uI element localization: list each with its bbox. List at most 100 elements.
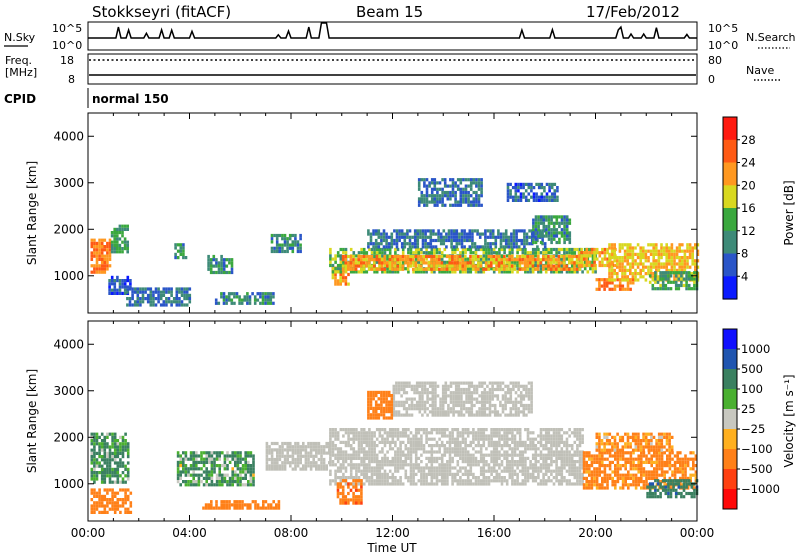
power-cell <box>668 262 671 266</box>
velocity-cell <box>375 428 379 432</box>
velocity-cell <box>447 407 450 411</box>
velocity-cell <box>449 397 453 401</box>
velocity-cell <box>119 435 122 439</box>
velocity-cell <box>334 447 337 451</box>
velocity-cell <box>129 501 133 505</box>
power-cell <box>675 252 679 256</box>
power-cell <box>395 245 399 249</box>
power-cell <box>487 254 490 259</box>
power-cell <box>469 254 472 259</box>
velocity-cell <box>378 460 382 464</box>
power-cell <box>524 270 527 274</box>
power-cell <box>409 264 412 268</box>
velocity-cell <box>111 458 114 462</box>
velocity-cell <box>192 460 195 464</box>
velocity-cell <box>276 461 279 465</box>
velocity-cell <box>223 480 227 484</box>
velocity-cell <box>555 431 558 435</box>
power-cell <box>563 215 566 219</box>
velocity-cell <box>487 444 491 448</box>
velocity-cell <box>539 463 543 467</box>
power-cell <box>504 235 508 239</box>
power-cell <box>433 200 437 204</box>
power-cell <box>419 258 423 262</box>
power-cell <box>545 192 549 196</box>
velocity-cell <box>213 470 216 474</box>
power-cell <box>220 261 223 265</box>
velocity-cell <box>391 476 395 480</box>
velocity-cell <box>121 445 125 449</box>
power-cell <box>430 200 434 204</box>
power-cell <box>474 247 478 252</box>
power-cell <box>595 278 599 282</box>
power-cell <box>270 233 274 238</box>
power-cell <box>425 184 429 188</box>
velocity-cell <box>365 450 369 454</box>
velocity-cell <box>547 428 551 432</box>
velocity-cell <box>479 450 483 454</box>
power-cell <box>605 281 609 285</box>
velocity-cell <box>505 456 509 460</box>
power-cell <box>98 264 101 268</box>
power-cell <box>629 246 632 250</box>
power-cell <box>347 267 350 271</box>
velocity-cell <box>396 482 400 486</box>
power-cell <box>433 197 437 201</box>
power-cell <box>209 261 213 265</box>
velocity-cell <box>422 450 426 454</box>
power-cell <box>578 267 581 271</box>
velocity-cell <box>539 456 543 460</box>
power-cell <box>399 264 402 268</box>
power-cell <box>458 232 461 236</box>
velocity-cell <box>394 444 397 448</box>
velocity-cell <box>482 456 486 460</box>
power-cell <box>642 256 645 260</box>
power-cell <box>683 262 687 266</box>
velocity-cell <box>246 503 249 507</box>
velocity-cell <box>244 451 247 455</box>
velocity-cell <box>184 470 188 474</box>
power-cell <box>608 272 611 276</box>
power-cell <box>442 229 446 233</box>
power-cell <box>618 246 622 250</box>
power-cell <box>545 231 548 235</box>
velocity-cell <box>392 397 396 401</box>
power-cell <box>246 298 249 302</box>
power-cell <box>662 262 666 266</box>
power-cell <box>681 256 684 260</box>
power-cell <box>103 267 107 271</box>
power-cell <box>377 242 381 246</box>
power-cell <box>585 257 589 261</box>
velocity-cell <box>438 466 441 470</box>
power-cell <box>552 260 556 264</box>
power-cell <box>552 264 555 268</box>
velocity-cell <box>474 482 478 486</box>
power-cell <box>459 270 462 274</box>
velocity-cell <box>505 440 509 444</box>
velocity-cell <box>283 461 287 465</box>
power-cell <box>687 287 691 291</box>
power-cell <box>286 237 289 241</box>
velocity-cell <box>362 469 366 473</box>
power-cell <box>623 243 627 247</box>
power-cell <box>458 242 461 246</box>
velocity-cell <box>518 431 522 435</box>
power-cell <box>601 251 604 255</box>
velocity-cell <box>414 428 418 432</box>
power-cell <box>403 235 407 239</box>
power-cell <box>490 254 493 259</box>
power-cell <box>475 203 478 207</box>
velocity-cell <box>223 476 227 480</box>
velocity-cell <box>426 413 429 417</box>
velocity-cell <box>213 483 216 487</box>
velocity-cell <box>322 451 326 455</box>
power-cell <box>556 195 559 199</box>
power-cell <box>665 259 668 263</box>
power-cell <box>652 256 655 260</box>
power-cell <box>565 218 569 222</box>
velocity-cell <box>95 461 99 465</box>
power-cell <box>530 189 533 193</box>
power-cell <box>655 246 658 250</box>
power-cell <box>352 261 355 265</box>
velocity-cell <box>407 463 410 467</box>
